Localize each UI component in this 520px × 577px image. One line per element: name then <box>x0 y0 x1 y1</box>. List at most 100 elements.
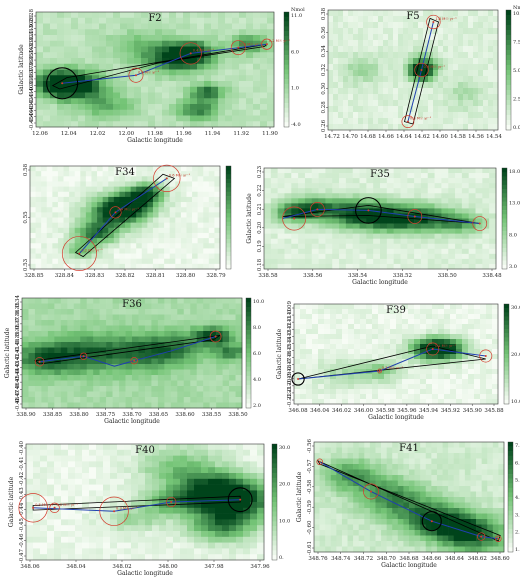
f34-heat-cell <box>74 191 81 198</box>
f5-node-center <box>406 120 409 123</box>
f5-heat-cell <box>398 58 404 65</box>
f39-heat-cell <box>396 334 403 340</box>
f34-title: F34 <box>115 167 135 178</box>
f34-heat-cell <box>141 202 148 208</box>
f5-heat-cell <box>338 46 344 53</box>
f34-heat-cell <box>91 166 98 172</box>
f39-heat-cell <box>396 314 403 320</box>
f2-heat-cell <box>211 23 219 30</box>
f34-heat-cell <box>203 243 210 249</box>
f5-heat-cell <box>363 106 369 113</box>
f5-heat-cell <box>403 70 409 77</box>
f36-heat-cell <box>151 386 159 392</box>
f40-heat-cell <box>96 536 104 543</box>
f34-heat-cell <box>175 191 182 198</box>
f35-heat-cell <box>345 203 353 209</box>
f2-heat-cell <box>197 75 205 82</box>
f36-colorbar-tick: 4.0 <box>253 377 261 383</box>
f39-heat-cell <box>402 329 409 335</box>
f35-heat-cell <box>366 228 374 234</box>
f36-heat-cell <box>177 342 185 348</box>
f36-heat-cell <box>164 325 172 332</box>
f35-heat-cell <box>332 258 340 265</box>
f35-heat-cell <box>318 228 326 234</box>
f40-heat-cell <box>75 554 83 561</box>
f40-heat-cell <box>89 542 97 549</box>
f39-heat-cell <box>330 319 337 325</box>
f35-heat-cell <box>448 258 456 265</box>
f2-heat-cell <box>92 109 100 116</box>
f39-heat-cell <box>300 354 307 360</box>
f39-heat-cell <box>300 319 307 325</box>
f35-heat-cell <box>434 203 442 209</box>
f5-heat-cell <box>338 58 344 65</box>
f34-heat-cell <box>192 181 198 187</box>
f2-heat-cell <box>36 115 44 122</box>
f36-heat-cell <box>216 391 223 398</box>
f40-heat-cell <box>124 531 132 538</box>
f2-heat-cell <box>64 46 72 53</box>
f35-heat-cell <box>284 188 292 194</box>
f39-heat-cell <box>354 324 361 330</box>
f39-heat-cell <box>462 314 469 320</box>
f39-heat-cell <box>336 304 343 310</box>
f2-heat-cell <box>92 46 100 53</box>
f5-xtick-label: 14.64 <box>396 134 412 140</box>
f39-heat-cell <box>378 324 385 330</box>
f36-heat-cell <box>132 375 139 381</box>
f35-heat-cell <box>311 238 319 245</box>
f36-heat-cell <box>99 391 107 398</box>
f5-heat-cell <box>468 82 474 89</box>
f2-heat-cell <box>148 12 156 19</box>
f2-heat-cell <box>113 69 121 76</box>
f39-heat-cell <box>492 339 499 345</box>
f39-heat-cell <box>348 334 355 340</box>
f39-heat-cell <box>396 394 403 400</box>
f5-heat-cell <box>493 100 499 107</box>
f34-heat-cell <box>30 258 36 265</box>
f2-heat-cell <box>225 115 233 122</box>
f35-heat-cell <box>455 168 463 174</box>
f35-heat-cell <box>345 243 353 250</box>
f5-heat-cell <box>368 100 374 107</box>
f36-heat-cell <box>222 375 230 381</box>
f34-heat-cell <box>57 202 64 208</box>
f40-heat-cell <box>82 502 90 509</box>
f39-heat-cell <box>474 324 481 330</box>
f40-heat-cell <box>54 484 62 491</box>
f35-heat-cell <box>407 253 415 260</box>
f2-heat-cell <box>43 69 51 76</box>
f2-heat-cell <box>253 29 261 36</box>
f39-heat-cell <box>390 369 397 375</box>
f39-heat-cell <box>336 344 343 350</box>
f36-heat-cell <box>144 402 152 409</box>
f5-node-center <box>432 21 435 23</box>
f5-heat-cell <box>488 94 494 101</box>
f36-heat-cell <box>34 298 42 304</box>
f34-heat-cell <box>46 202 53 208</box>
f34-heat-cell <box>113 253 120 259</box>
f36-ytick-label: -0.45 <box>15 375 21 390</box>
f39-node-circle <box>479 349 493 363</box>
f5-heat-cell <box>348 70 354 77</box>
f35-heat-cell <box>366 193 374 199</box>
f5-heat-cell <box>338 16 344 23</box>
f36-heat-cell <box>190 309 198 315</box>
f36-colorbar-step <box>246 302 251 308</box>
f2-heat-cell <box>113 29 121 36</box>
f35-heat-cell <box>339 233 347 239</box>
f34-heat-cell <box>85 202 92 208</box>
f2-heat-cell <box>267 75 275 82</box>
f36-heat-cell <box>183 298 191 304</box>
f36-heat-cell <box>132 364 139 370</box>
f34-colorbar-step <box>226 243 231 248</box>
f2-heat-cell <box>71 52 79 59</box>
f2-colorbar-step <box>284 79 289 85</box>
f5-heat-cell <box>463 40 469 47</box>
f34-heat-cell <box>113 238 120 244</box>
f35-heat-cell <box>475 168 483 174</box>
f36-colorbar-step <box>246 320 251 326</box>
f39-heat-cell <box>480 379 487 385</box>
f39-heat-cell <box>432 374 439 380</box>
